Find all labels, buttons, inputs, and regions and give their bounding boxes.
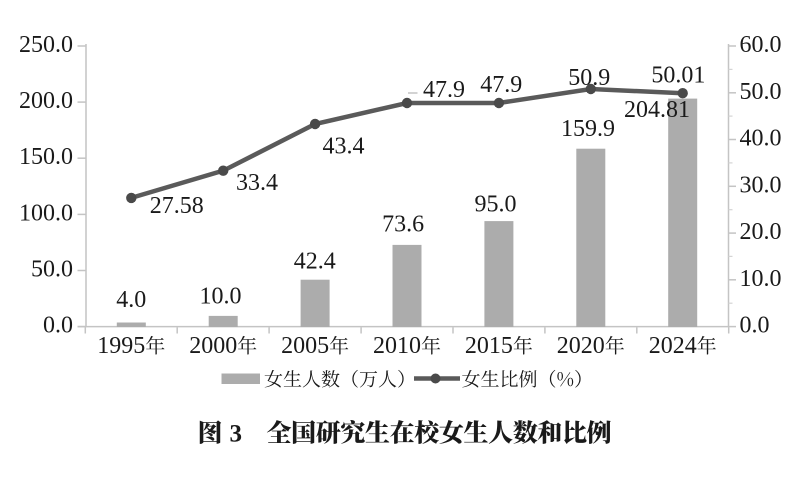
svg-text:42.4: 42.4 — [294, 249, 336, 275]
svg-text:43.4: 43.4 — [323, 134, 365, 160]
svg-text:200.0: 200.0 — [19, 88, 73, 114]
svg-text:2010: 2010 — [373, 333, 421, 359]
svg-text:2015: 2015 — [465, 333, 513, 359]
svg-text:250.0: 250.0 — [19, 32, 73, 58]
svg-text:3: 3 — [230, 421, 243, 448]
svg-text:2000: 2000 — [189, 333, 237, 359]
svg-text:27.58: 27.58 — [150, 193, 204, 219]
svg-text:0.0: 0.0 — [740, 313, 770, 339]
svg-text:20.0: 20.0 — [740, 219, 782, 245]
svg-text:95.0: 95.0 — [475, 191, 517, 217]
svg-text:10.0: 10.0 — [740, 266, 782, 292]
svg-text:40.0: 40.0 — [740, 126, 782, 152]
svg-text:50.9: 50.9 — [568, 65, 610, 91]
svg-text:159.9: 159.9 — [561, 116, 615, 142]
svg-text:50.0: 50.0 — [740, 79, 782, 105]
svg-text:100.0: 100.0 — [19, 200, 73, 226]
svg-text:73.6: 73.6 — [382, 211, 424, 237]
svg-text:204.81: 204.81 — [624, 97, 690, 123]
svg-text:47.9: 47.9 — [480, 72, 522, 98]
svg-text:30.0: 30.0 — [740, 172, 782, 198]
svg-text:0.0: 0.0 — [43, 313, 73, 339]
svg-text:2005: 2005 — [281, 333, 329, 359]
svg-text:47.9: 47.9 — [423, 77, 465, 103]
svg-text:150.0: 150.0 — [19, 144, 73, 170]
svg-text:33.4: 33.4 — [236, 170, 278, 196]
svg-text:50.0: 50.0 — [31, 257, 73, 283]
svg-text:50.01: 50.01 — [651, 63, 705, 89]
svg-text:2020: 2020 — [557, 333, 605, 359]
svg-text:10.0: 10.0 — [200, 284, 242, 310]
svg-text:4.0: 4.0 — [116, 287, 146, 313]
svg-text:2024: 2024 — [649, 333, 697, 359]
svg-text:1995: 1995 — [97, 333, 145, 359]
svg-text:60.0: 60.0 — [740, 32, 782, 58]
